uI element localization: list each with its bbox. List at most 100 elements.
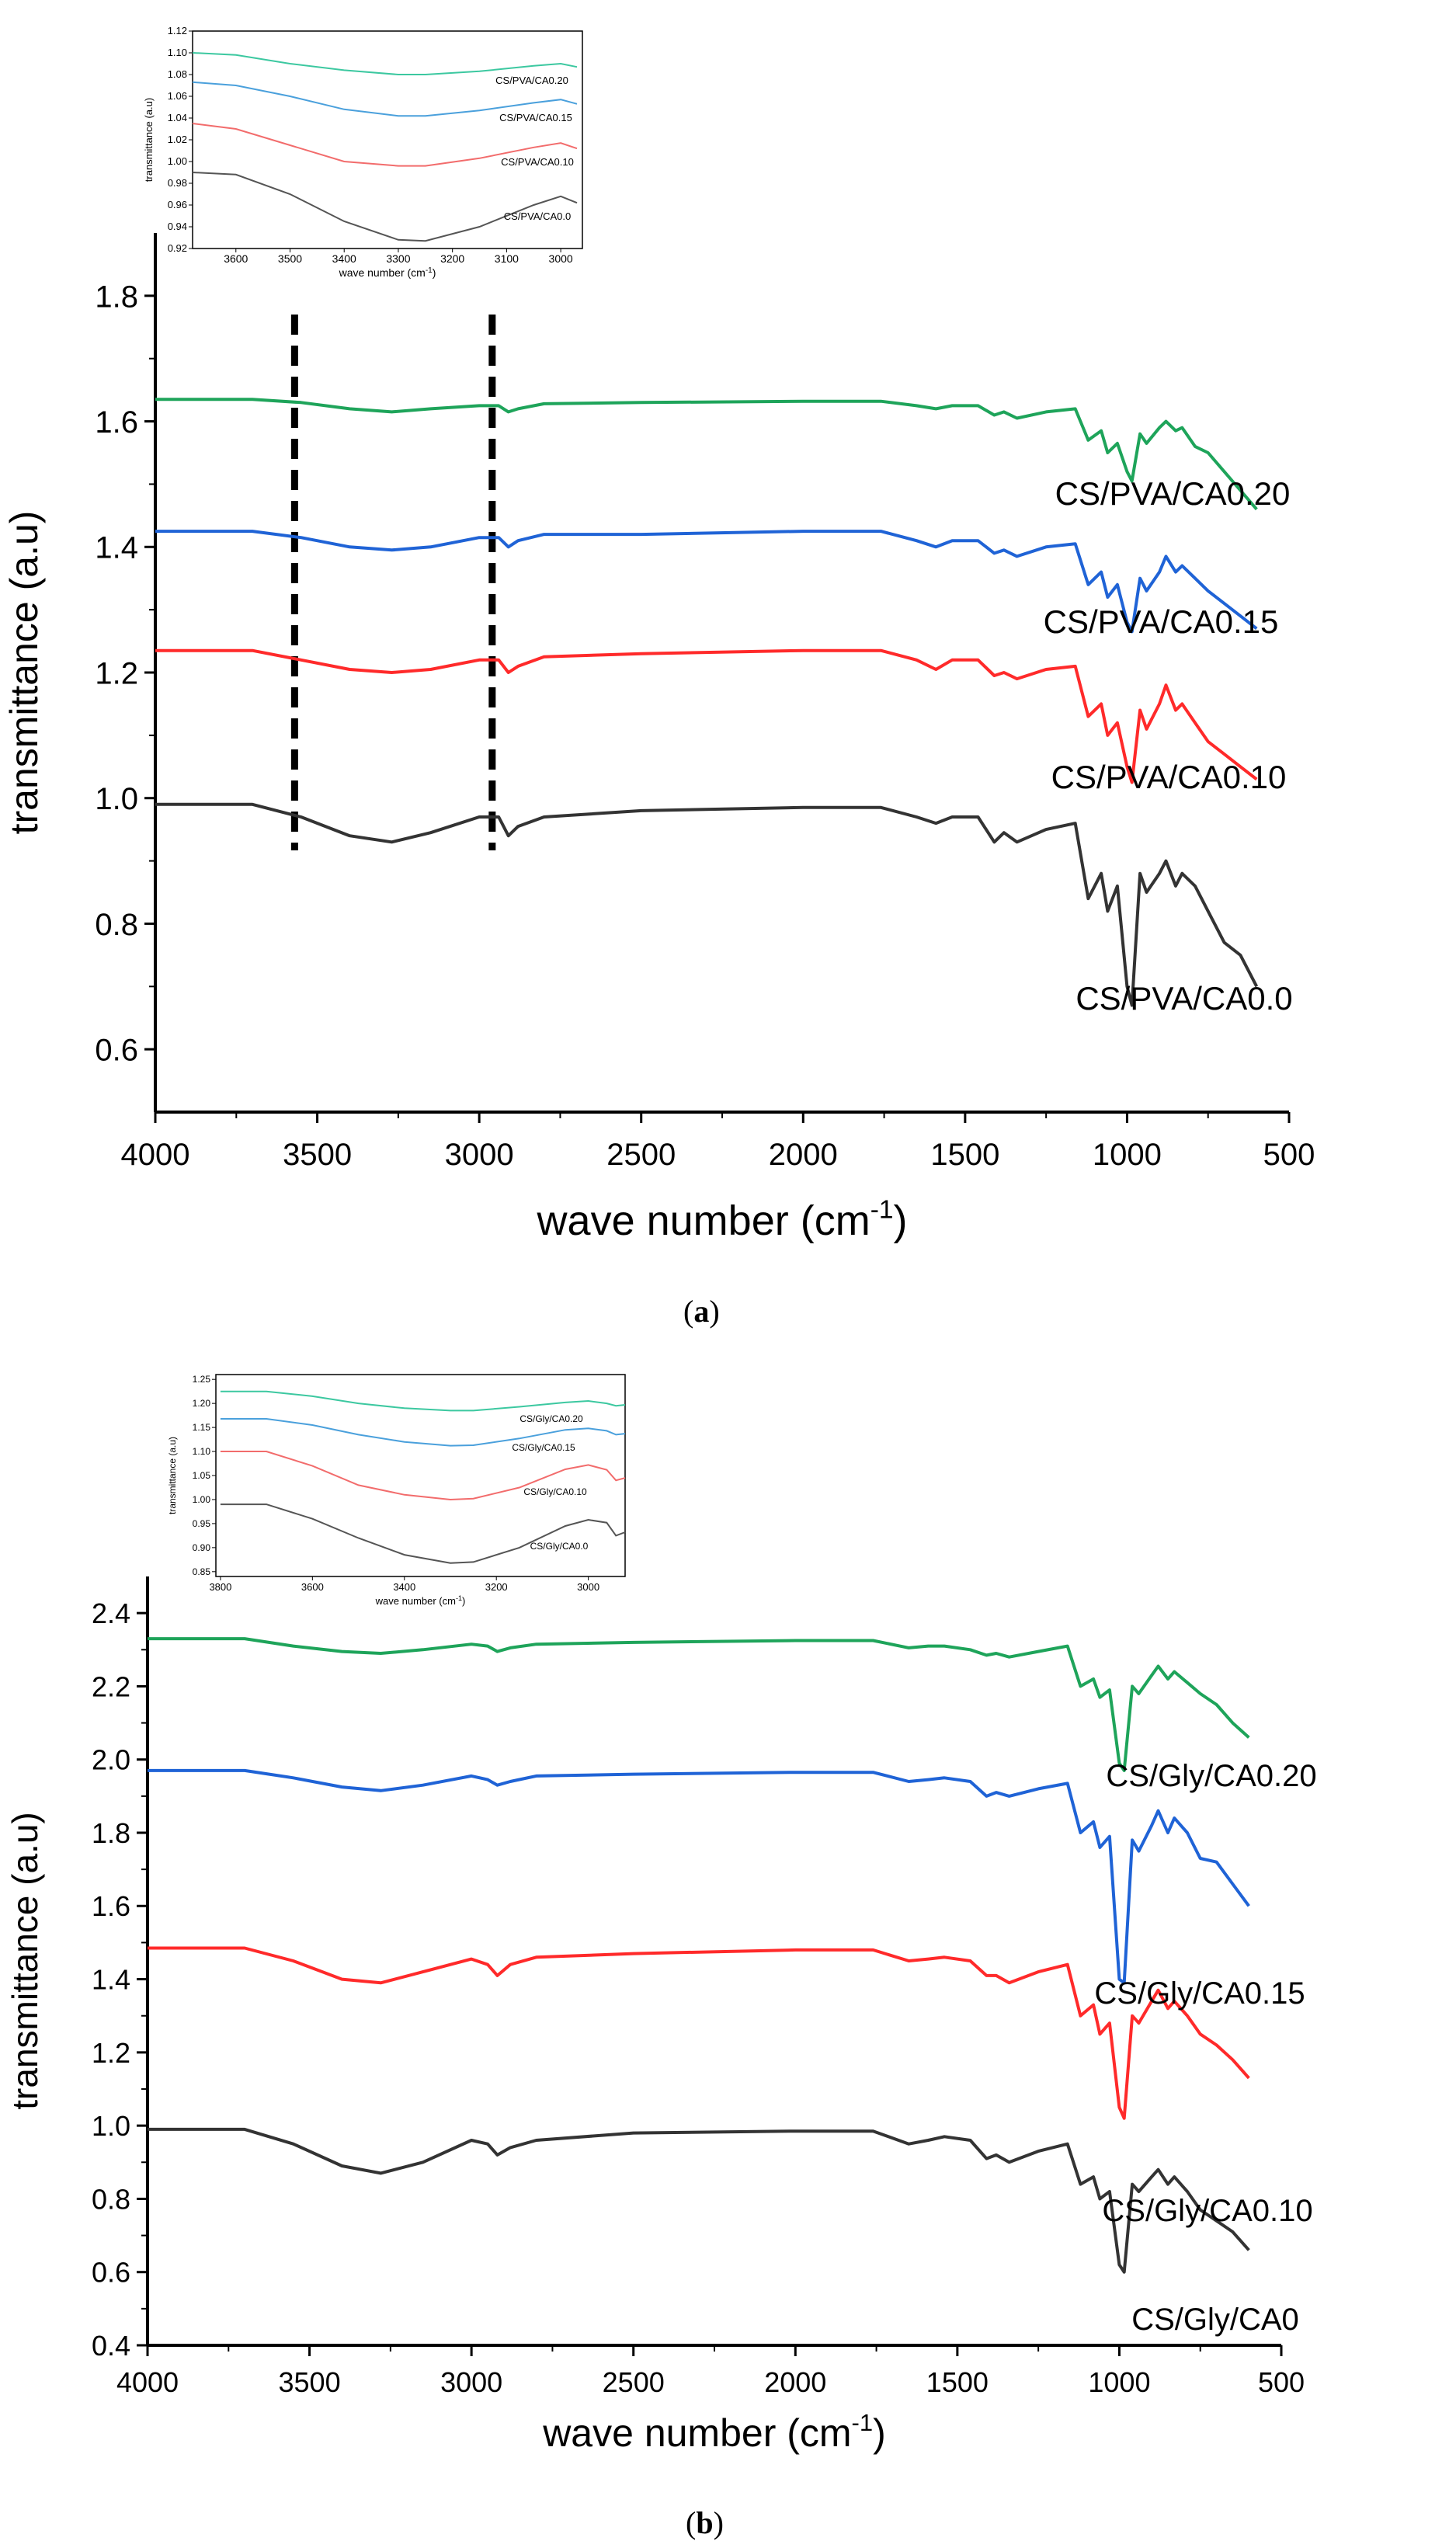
inset-y-tick-label: 1.10: [193, 1446, 211, 1457]
inset-y-tick-label: 0.95: [193, 1518, 211, 1529]
inset-y-axis-label: transmittance (a.u): [143, 98, 155, 182]
y-tick-label: 2.2: [92, 1670, 130, 1702]
y-tick-label: 1.0: [92, 2110, 130, 2142]
y-tick-label: 0.8: [92, 2183, 130, 2215]
panel-label-b: (b): [686, 2505, 724, 2540]
inset-series-line-cs-pva-ca0-0: [192, 172, 578, 242]
y-tick-label: 0.8: [95, 908, 138, 942]
series-label: CS/PVA/CA0.20: [1055, 475, 1291, 512]
inset-x-tick-label: 3100: [495, 252, 519, 265]
inset-y-tick-label: 1.12: [168, 25, 187, 36]
x-tick-label: 3500: [283, 1138, 352, 1172]
x-axis-label: wave number (cm-1): [537, 1195, 908, 1244]
panel-label-a: (a): [683, 1294, 720, 1329]
y-tick-label: 1.2: [95, 656, 138, 690]
series-line-cs-pva-ca0-0: [155, 802, 1259, 1007]
inset-x-tick-label: 3500: [278, 252, 302, 265]
inset-y-tick-label: 0.90: [193, 1542, 211, 1553]
x-tick-label: 2500: [606, 1138, 676, 1172]
inset-series-label: CS/PVA/CA0.20: [495, 75, 568, 86]
inset-y-tick-label: 0.94: [168, 221, 187, 232]
inset-series-label: CS/PVA/CA0.0: [504, 210, 571, 222]
inset-x-tick-label: 3400: [393, 1581, 415, 1593]
x-tick-label: 3000: [445, 1138, 514, 1172]
x-tick-label: 1500: [930, 1138, 999, 1172]
y-tick-label: 1.0: [95, 782, 138, 816]
y-tick-label: 2.0: [92, 1744, 130, 1776]
series-label: CS/Gly/CA0.20: [1106, 1759, 1316, 1793]
inset-series-line-cs-gly-ca0-0: [220, 1503, 626, 1564]
y-tick-label: 1.8: [92, 1817, 130, 1849]
series-line-cs-pva-ca0-10: [155, 648, 1258, 784]
inset-x-tick-label: 3600: [224, 252, 248, 265]
series-label: CS/Gly/CA0.10: [1102, 2194, 1312, 2228]
y-tick-label: 1.6: [92, 1890, 130, 1922]
inset-a: 0.92 0.94 0.96 0.98 1.00 1.02 1.04 1.06 1.08 1.10…: [143, 25, 583, 279]
inset-x-tick-label: 3400: [332, 252, 356, 265]
inset-y-tick-label: 0.92: [168, 242, 187, 254]
x-tick-label: 4000: [121, 1138, 190, 1172]
inset-y-tick-label: 1.20: [193, 1398, 211, 1409]
inset-y-tick-label: 1.25: [193, 1374, 211, 1385]
y-axis-label: transmittance (a.u): [5, 1812, 45, 2109]
inset-series-line-cs-pva-ca0-15: [192, 81, 578, 117]
inset-series-label: CS/PVA/CA0.15: [499, 112, 572, 123]
y-tick-label: 1.8: [95, 280, 138, 314]
y-tick-label: 1.4: [95, 531, 138, 565]
inset-y-tick-label: 1.08: [168, 68, 187, 80]
inset-y-tick-label: 1.02: [168, 134, 187, 145]
chart-a: 0.6 0.8 1.0 1.2 1.4 1.6 1.8 4000 3500 3000 2500 200…: [2, 25, 1315, 1244]
y-tick-label: 0.4: [92, 2330, 130, 2362]
inset-series-label: CS/Gly/CA0.0: [530, 1541, 589, 1552]
inset-series-line-cs-pva-ca0-10: [192, 123, 578, 167]
inset-y-tick-label: 1.15: [193, 1422, 211, 1433]
x-axis-label: wave number (cm-1): [542, 2409, 886, 2455]
y-tick-label: 1.4: [92, 1964, 130, 1996]
inset-x-tick-label: 3000: [549, 252, 573, 265]
y-tick-label: 1.6: [95, 405, 138, 440]
inset-series-label: CS/Gly/CA0.20: [520, 1413, 583, 1424]
chart-b: 0.4 0.6 0.8 1.0 1.2 1.4 1.6 1.8 2.0 2.2 2.4 4000 350…: [5, 1374, 1317, 2455]
x-tick-label: 1000: [1093, 1138, 1162, 1172]
series-line-cs-gly-ca0-20: [148, 1637, 1250, 1772]
x-tick-label: 1500: [926, 2366, 989, 2398]
y-tick-label: 2.4: [92, 1597, 130, 1629]
y-tick-label: 0.6: [92, 2257, 130, 2289]
inset-x-axis-label: wave number (cm-1): [339, 266, 436, 279]
inset-x-tick-label: 3800: [209, 1581, 231, 1593]
x-tick-label: 2500: [603, 2366, 665, 2398]
inset-series-label: CS/Gly/CA0.15: [512, 1442, 575, 1453]
series-line-cs-pva-ca0-15: [155, 530, 1258, 634]
inset-x-tick-label: 3200: [485, 1581, 508, 1593]
inset-x-tick-label: 3000: [577, 1581, 599, 1593]
x-tick-label: 500: [1263, 1138, 1315, 1172]
x-tick-label: 3500: [279, 2366, 341, 2398]
series-label: CS/Gly/CA0.15: [1094, 1976, 1305, 2011]
inset-x-tick-label: 3200: [440, 252, 464, 265]
inset-series-line-cs-gly-ca0-20: [220, 1390, 626, 1412]
inset-x-tick-label: 3600: [301, 1581, 324, 1593]
inset-y-tick-label: 1.04: [168, 112, 187, 123]
series-line-cs-gly-ca0: [148, 2127, 1250, 2274]
inset-y-tick-label: 1.00: [168, 155, 187, 167]
series-line-cs-gly-ca0-10: [148, 1946, 1250, 2120]
inset-series-line-cs-gly-ca0-15: [220, 1418, 626, 1447]
inset-y-tick-label: 1.05: [193, 1470, 211, 1481]
inset-x-axis-label: wave number (cm-1): [375, 1594, 466, 1607]
series-label: CS/PVA/CA0.15: [1044, 603, 1279, 640]
inset-y-tick-label: 1.06: [168, 90, 187, 102]
x-tick-label: 500: [1258, 2366, 1305, 2398]
inset-x-tick-label: 3300: [386, 252, 410, 265]
y-axis-label: transmittance (a.u): [2, 511, 46, 835]
x-tick-label: 4000: [116, 2366, 179, 2398]
series-line-cs-gly-ca0-15: [148, 1768, 1250, 1985]
x-tick-label: 1000: [1088, 2366, 1150, 2398]
inset-b: 0.85 0.90 0.95 1.00 1.05 1.10 1.15 1.20 1.25 3800…: [167, 1374, 626, 1607]
inset-y-tick-label: 0.98: [168, 177, 187, 189]
inset-y-tick-label: 0.96: [168, 199, 187, 210]
inset-series-label: CS/PVA/CA0.10: [501, 156, 574, 168]
x-tick-label: 3000: [440, 2366, 502, 2398]
inset-series-line-cs-pva-ca0-20: [192, 52, 578, 75]
inset-series-line-cs-gly-ca0-10: [220, 1451, 626, 1501]
